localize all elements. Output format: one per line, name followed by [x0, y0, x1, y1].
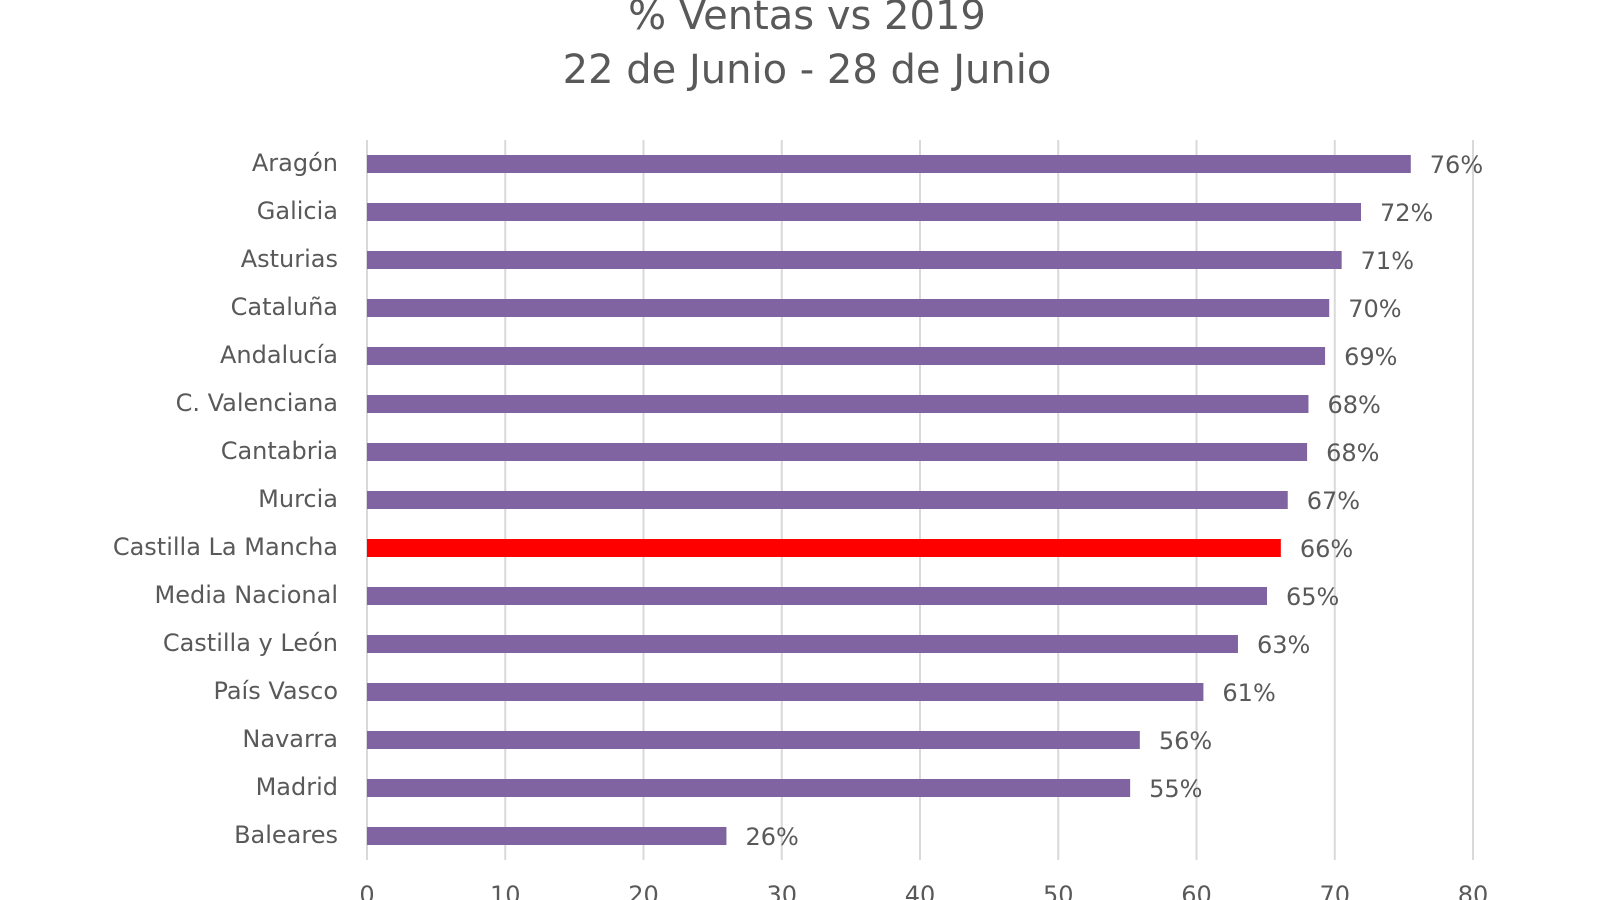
- bar: [367, 395, 1309, 413]
- data-label: 67%: [1307, 487, 1360, 515]
- data-label: 72%: [1380, 199, 1433, 227]
- y-tick-label: Navarra: [242, 725, 338, 753]
- bar: [367, 539, 1281, 557]
- data-label: 76%: [1430, 151, 1483, 179]
- y-tick-label: Galicia: [257, 197, 338, 225]
- x-tick-label: 10: [490, 881, 521, 900]
- x-tick-label: 20: [628, 881, 659, 900]
- chart-title: % Ventas vs 2019: [628, 0, 986, 39]
- data-label: 68%: [1326, 439, 1379, 467]
- bar: [367, 155, 1411, 173]
- data-label: 69%: [1344, 343, 1397, 371]
- bar: [367, 683, 1204, 701]
- data-label: 56%: [1159, 727, 1212, 755]
- bar: [367, 779, 1131, 797]
- bar: [367, 587, 1268, 605]
- y-tick-label: Castilla La Mancha: [113, 533, 338, 561]
- y-tick-label: Aragón: [252, 149, 338, 177]
- y-tick-label: Media Nacional: [154, 581, 338, 609]
- data-label: 65%: [1286, 583, 1339, 611]
- bar: [367, 347, 1326, 365]
- bar: [367, 731, 1140, 749]
- y-tick-label: Madrid: [256, 773, 338, 801]
- data-label: 55%: [1149, 775, 1202, 803]
- x-tick-label: 70: [1319, 881, 1350, 900]
- x-tick-label: 0: [359, 881, 374, 900]
- data-label: 26%: [745, 823, 798, 851]
- data-label: 70%: [1348, 295, 1401, 323]
- y-tick-label: Cantabria: [221, 437, 338, 465]
- bar: [367, 491, 1288, 509]
- y-tick-label: Baleares: [234, 821, 338, 849]
- data-label: 68%: [1327, 391, 1380, 419]
- bar: [367, 635, 1238, 653]
- y-tick-label: C. Valenciana: [176, 389, 338, 417]
- bar: [367, 251, 1342, 269]
- data-label: 66%: [1300, 535, 1353, 563]
- chart-subtitle: 22 de Junio - 28 de Junio: [563, 47, 1052, 93]
- bar: [367, 299, 1330, 317]
- bar: [367, 203, 1362, 221]
- y-tick-label: País Vasco: [213, 677, 338, 705]
- data-label: 61%: [1222, 679, 1275, 707]
- y-tick-label: Asturias: [241, 245, 338, 273]
- bar: [367, 443, 1308, 461]
- x-tick-label: 60: [1181, 881, 1212, 900]
- x-tick-label: 40: [905, 881, 936, 900]
- data-label: 71%: [1361, 247, 1414, 275]
- y-tick-label: Murcia: [258, 485, 338, 513]
- x-tick-label: 80: [1458, 881, 1489, 900]
- data-label: 63%: [1257, 631, 1310, 659]
- y-tick-label: Castilla y León: [163, 629, 338, 657]
- x-tick-label: 30: [766, 881, 797, 900]
- x-tick-label: 50: [1043, 881, 1074, 900]
- bar: [367, 827, 727, 845]
- y-tick-label: Andalucía: [220, 341, 338, 369]
- y-tick-label: Cataluña: [231, 293, 338, 321]
